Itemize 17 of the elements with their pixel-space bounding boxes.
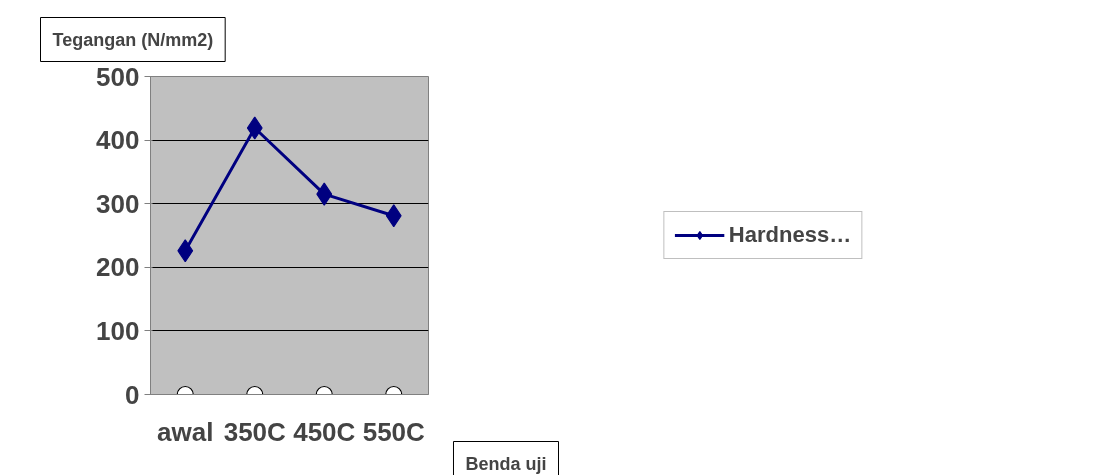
y-tick-label: 100	[96, 315, 140, 346]
y-axis-title: Tegangan (N/mm2)	[52, 29, 214, 50]
y-tick-label: 200	[96, 252, 140, 283]
point	[385, 204, 402, 228]
x-axis-title: Benda uji	[465, 453, 547, 474]
y-tick-label: 500	[96, 61, 140, 92]
y-tick-label: 300	[96, 188, 140, 219]
x-tick-label: 550C	[362, 416, 426, 447]
x-tick-label: 350C	[223, 416, 287, 447]
legend-label: Hardness…	[728, 222, 852, 248]
x-tick-label: 450C	[293, 416, 356, 447]
point	[177, 239, 194, 263]
y-tick-label: 400	[96, 125, 140, 156]
point	[246, 116, 263, 140]
y-tick-label: 0	[125, 379, 140, 410]
point	[316, 182, 333, 206]
x-tick-label: awal	[157, 416, 214, 447]
